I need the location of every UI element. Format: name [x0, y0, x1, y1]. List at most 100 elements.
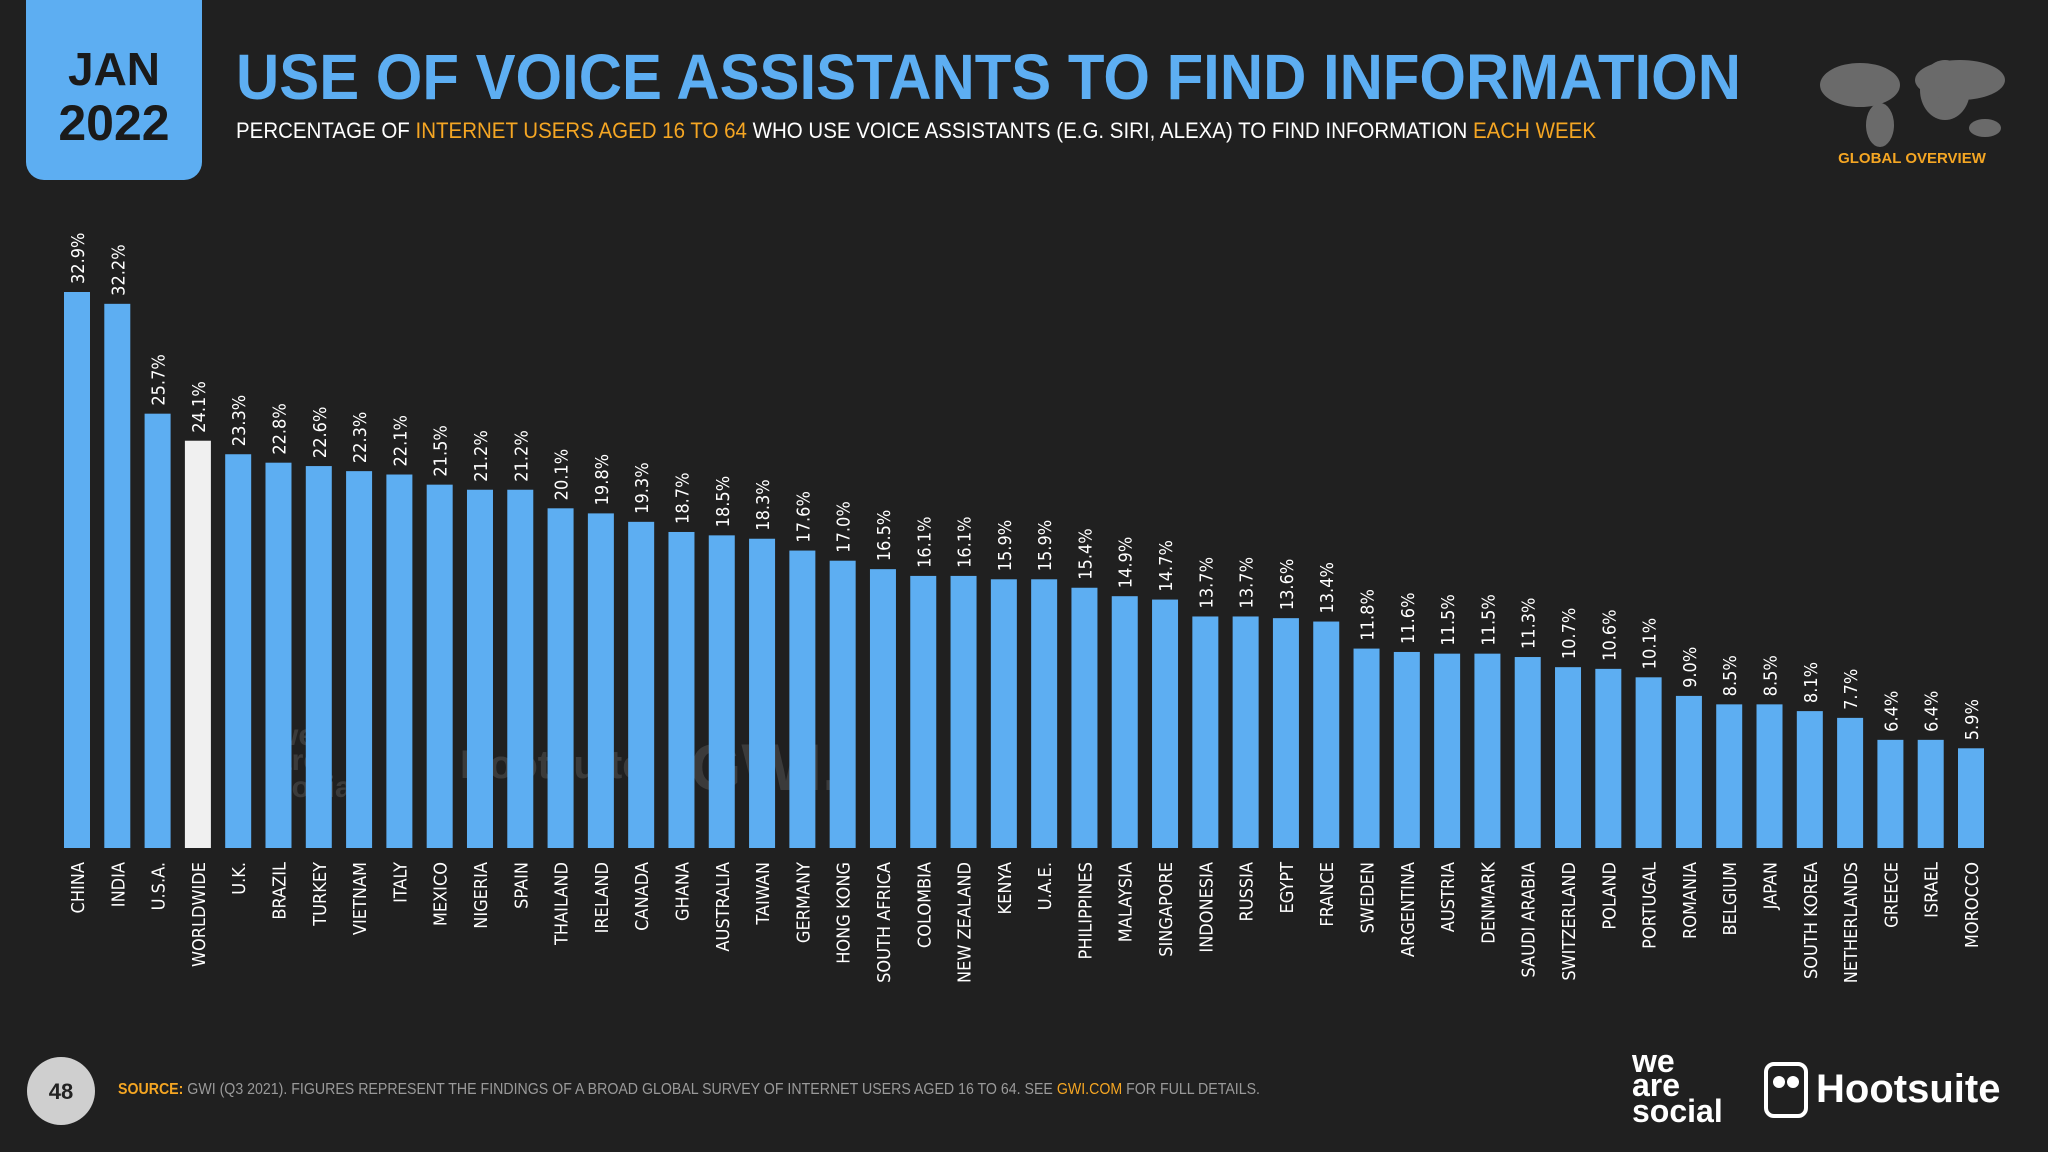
value-label: 14.7%	[1156, 540, 1177, 591]
chart-subtitle: PERCENTAGE OF INTERNET USERS AGED 16 TO …	[236, 118, 1596, 143]
bar	[990, 579, 1017, 848]
x-tick-label: ITALY	[390, 862, 411, 903]
text-part: WHO USE VOICE ASSISTANTS (E.G. SIRI, ALE…	[747, 118, 1473, 143]
value-label: 7.7%	[1841, 669, 1862, 710]
logo-text: social	[1632, 1093, 1723, 1129]
bar	[1353, 648, 1380, 848]
bar	[950, 575, 977, 848]
value-label: 13.6%	[1277, 559, 1298, 610]
value-label: 6.4%	[1881, 691, 1902, 732]
bar	[1635, 677, 1662, 848]
bar	[869, 569, 896, 848]
owl-eye	[1773, 1076, 1785, 1088]
text-part: GWI (Q3 2021). FIGURES REPRESENT THE FIN…	[187, 1081, 1057, 1098]
bar	[466, 489, 493, 848]
map-shape	[1820, 63, 1900, 107]
x-tick-label: IRELAND	[592, 862, 613, 933]
value-label: 14.9%	[1116, 537, 1137, 588]
bar	[346, 471, 373, 848]
x-tick-label: THAILAND	[552, 862, 573, 946]
x-tick-label: COLOMBIA	[914, 862, 935, 948]
x-tick-label: CANADA	[632, 862, 653, 931]
bar	[1434, 653, 1461, 848]
text-part: EACH WEEK	[1473, 118, 1596, 143]
bar	[1837, 717, 1864, 848]
x-tick-label: GHANA	[672, 862, 693, 921]
badge-label: GLOBAL OVERVIEW	[1838, 150, 1987, 167]
value-label: 18.7%	[672, 473, 693, 524]
value-label: 6.4%	[1922, 691, 1943, 732]
value-label: 11.3%	[1519, 598, 1540, 649]
value-label: 19.8%	[592, 454, 613, 505]
page-number-badge	[27, 1057, 95, 1125]
text-part: PERCENTAGE OF	[236, 118, 416, 143]
owl-icon	[1764, 1062, 1808, 1118]
text-part: SOURCE:	[118, 1081, 187, 1098]
x-tick-label: KENYA	[995, 862, 1016, 915]
date-badge	[26, 0, 202, 180]
date-month: JAN	[68, 43, 160, 95]
x-tick-label: NETHERLANDS	[1841, 862, 1862, 983]
value-label: 22.1%	[390, 415, 411, 466]
x-tick-label: U.S.A.	[149, 862, 170, 910]
x-tick-label: MOROCCO	[1962, 862, 1983, 948]
x-tick-label: EGYPT	[1277, 862, 1298, 914]
x-tick-label: TURKEY	[310, 862, 331, 927]
bar	[1595, 668, 1622, 848]
value-label: 19.3%	[632, 462, 653, 513]
x-tick-label: MEXICO	[431, 862, 452, 926]
bar	[1474, 653, 1501, 848]
x-tick-label: SWEDEN	[1358, 862, 1379, 933]
x-tick-label: ARGENTINA	[1398, 862, 1419, 957]
bar	[426, 484, 453, 848]
value-label: 22.8%	[269, 403, 290, 454]
bar	[668, 531, 695, 848]
value-label: 10.7%	[1559, 608, 1580, 659]
bar	[1071, 587, 1098, 848]
x-tick-label: AUSTRALIA	[713, 862, 734, 952]
x-tick-label: INDIA	[108, 862, 129, 907]
x-tick-label: JAPAN	[1761, 862, 1782, 910]
value-label: 32.2%	[108, 244, 129, 295]
map-shape	[1866, 103, 1894, 147]
hootsuite-logo: Hootsuite	[1816, 1067, 2000, 1111]
value-label: 15.4%	[1075, 528, 1096, 579]
text-part: GWI.COM	[1057, 1081, 1122, 1098]
bar	[386, 474, 413, 848]
bar	[1958, 748, 1984, 848]
x-tick-label: SAUDI ARABIA	[1519, 862, 1540, 978]
bar	[1796, 711, 1823, 848]
x-tick-label: PHILIPPINES	[1075, 862, 1096, 959]
x-tick-label: TAIWAN	[753, 862, 774, 926]
bar	[1313, 621, 1340, 848]
value-label: 8.5%	[1761, 655, 1782, 696]
value-label: 17.6%	[793, 491, 814, 542]
bar	[1514, 657, 1541, 848]
x-tick-label: NIGERIA	[471, 862, 492, 929]
x-tick-label: BRAZIL	[269, 862, 290, 920]
bar	[1111, 596, 1138, 848]
value-label: 10.6%	[1599, 609, 1620, 660]
chart-title: USE OF VOICE ASSISTANTS TO FIND INFORMAT…	[236, 41, 1741, 113]
bar	[708, 535, 735, 848]
value-label: 11.5%	[1438, 594, 1459, 645]
value-label: 8.1%	[1801, 662, 1822, 703]
bar	[265, 462, 292, 848]
x-tick-label: FRANCE	[1317, 862, 1338, 927]
value-label: 9.0%	[1680, 647, 1701, 688]
x-tick-label: PORTUGAL	[1640, 862, 1661, 949]
logo-text: we	[1631, 1043, 1675, 1079]
x-tick-label: SINGAPORE	[1156, 862, 1177, 957]
bar	[1152, 599, 1179, 848]
value-label: 32.9%	[68, 233, 89, 284]
bar	[1716, 704, 1743, 848]
bar	[64, 292, 90, 848]
value-label: 22.3%	[350, 412, 371, 463]
bar	[1232, 616, 1259, 848]
value-label: 25.7%	[149, 354, 170, 405]
x-tick-label: POLAND	[1599, 862, 1620, 930]
bar	[305, 466, 332, 848]
